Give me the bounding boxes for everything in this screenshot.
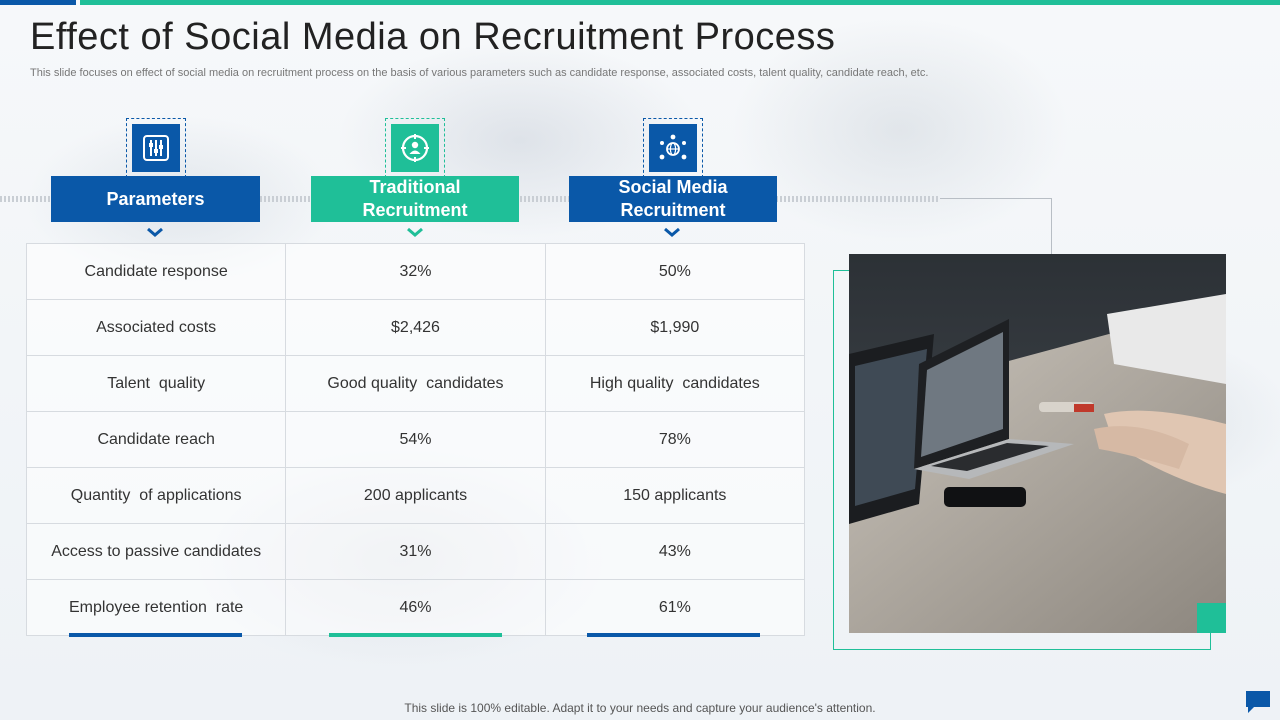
comparison-table: Candidate response 32% 50% Associated co… <box>25 243 806 636</box>
header-social-media-recruitment: Social Media Recruitment <box>569 176 777 222</box>
parameter-cell: Employee retention rate <box>25 579 287 636</box>
header-traditional-recruitment: Traditional Recruitment <box>311 176 519 222</box>
parameter-cell: Access to passive candidates <box>25 523 287 580</box>
office-laptop-photo <box>849 254 1226 633</box>
column-underline-social-media <box>587 633 760 637</box>
photo-accent-square <box>1197 603 1226 633</box>
column-underline-parameters <box>69 633 242 637</box>
table-row: Candidate reach 54% 78% <box>25 411 806 468</box>
table-row: Talent quality Good quality candidates H… <box>25 355 806 412</box>
column-underline-traditional <box>329 633 502 637</box>
social-media-cell: 150 applicants <box>544 467 806 524</box>
traditional-cell: $2,426 <box>285 299 546 356</box>
chevron-down-icon <box>664 227 680 237</box>
traditional-cell: 31% <box>285 523 546 580</box>
social-media-cell: 50% <box>544 243 806 300</box>
traditional-cell: 32% <box>285 243 546 300</box>
top-accent-bar-teal <box>80 0 1280 5</box>
chat-bubble-icon[interactable] <box>1244 689 1272 715</box>
parameter-cell: Candidate reach <box>25 411 287 468</box>
network-globe-icon <box>659 134 687 160</box>
social-media-icon-box <box>643 118 703 178</box>
laptop-desk-illustration <box>849 254 1226 633</box>
parameter-cell: Associated costs <box>25 299 287 356</box>
social-media-cell: 43% <box>544 523 806 580</box>
table-row: Quantity of applications 200 applicants … <box>25 467 806 524</box>
traditional-cell: 46% <box>285 579 546 636</box>
table-row: Associated costs $2,426 $1,990 <box>25 299 806 356</box>
traditional-cell: 54% <box>285 411 546 468</box>
table-row: Candidate response 32% 50% <box>25 243 806 300</box>
connector-line-vertical <box>1051 198 1052 254</box>
connector-line <box>940 198 1052 199</box>
target-person-icon <box>401 134 429 162</box>
table-row: Access to passive candidates 31% 43% <box>25 523 806 580</box>
social-media-cell: High quality candidates <box>544 355 806 412</box>
slide-title: Effect of Social Media on Recruitment Pr… <box>30 16 836 58</box>
footer-note: This slide is 100% editable. Adapt it to… <box>404 701 876 715</box>
parameter-cell: Quantity of applications <box>25 467 287 524</box>
header-parameters: Parameters <box>51 176 260 222</box>
chevron-down-icon <box>147 227 163 237</box>
sliders-icon <box>143 135 169 161</box>
parameters-icon-box <box>126 118 186 178</box>
social-media-cell: $1,990 <box>544 299 806 356</box>
chevron-down-icon <box>407 227 423 237</box>
table-row: Employee retention rate 46% 61% <box>25 579 806 636</box>
top-accent-bar-blue <box>0 0 76 5</box>
social-media-cell: 78% <box>544 411 806 468</box>
slide-subtitle: This slide focuses on effect of social m… <box>30 67 929 79</box>
parameter-cell: Candidate response <box>25 243 287 300</box>
social-media-cell: 61% <box>544 579 806 636</box>
traditional-cell: 200 applicants <box>285 467 546 524</box>
traditional-icon-box <box>385 118 445 178</box>
traditional-cell: Good quality candidates <box>285 355 546 412</box>
parameter-cell: Talent quality <box>25 355 287 412</box>
